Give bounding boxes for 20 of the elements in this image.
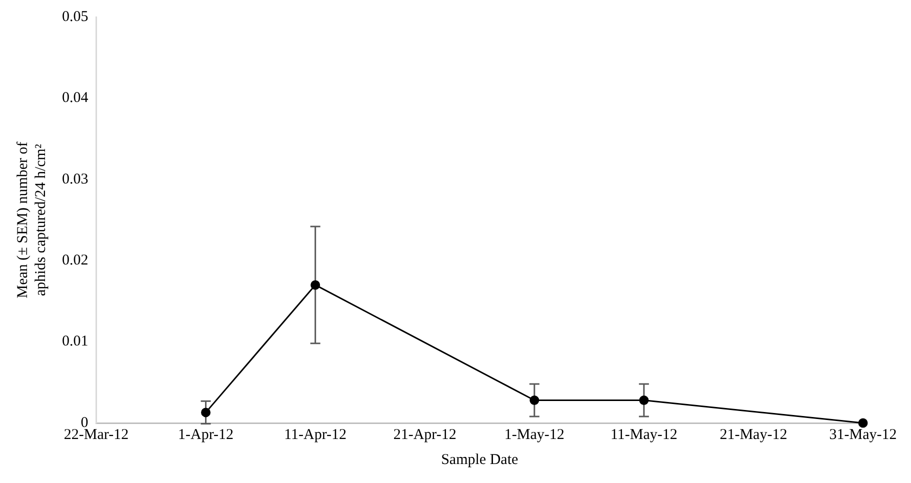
x-tick-label: 11-May-12 [610,426,678,443]
point [858,418,868,428]
y-tick-label: 0.05 [62,8,88,25]
x-tick-label: 1-Apr-12 [178,426,234,443]
y-tick-label: 0.01 [62,334,88,350]
x-tick-label: 22-Mar-12 [64,426,129,443]
y-tick-label: 0.03 [62,171,88,188]
y-tick-label: 0.04 [62,90,89,106]
point [201,408,211,418]
y-tick-label: 0.02 [62,252,88,269]
y-axis-title: Mean (± SEM) number of aphids captured/24 h/cm² [14,142,49,298]
x-tick-label: 31-May-12 [829,426,897,443]
x-tick-label: 11-Apr-12 [284,426,347,443]
point [310,280,320,290]
point [639,396,649,406]
point [530,396,540,406]
x-tick-label: 21-May-12 [720,426,788,443]
x-tick-label: 1-May-12 [504,426,564,443]
x-axis-title: Sample Date [441,452,518,468]
x-tick-label: 21-Apr-12 [393,426,456,443]
